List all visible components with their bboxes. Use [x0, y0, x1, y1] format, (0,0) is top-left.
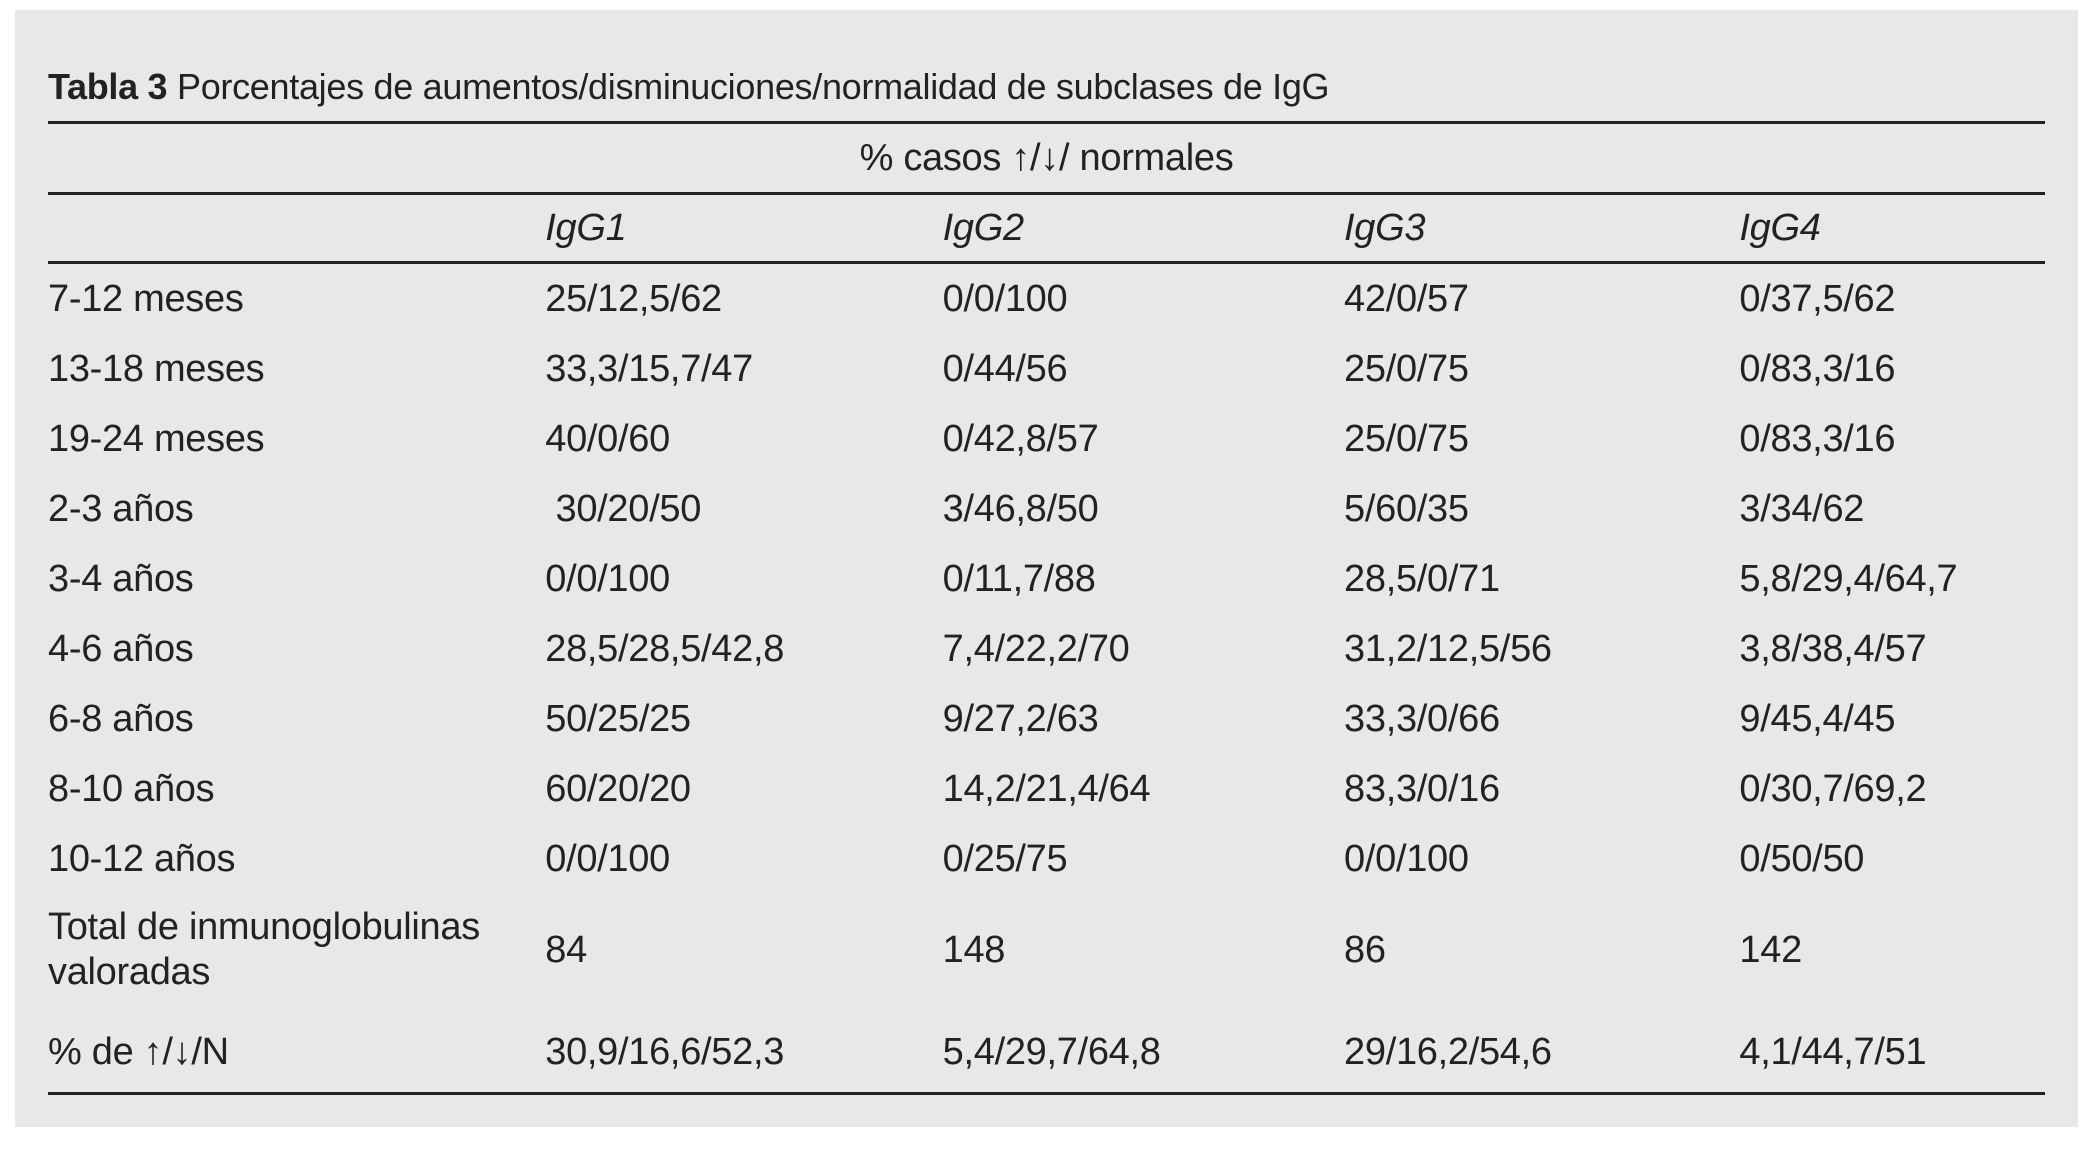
row-label: % de ↑/↓/N — [48, 1030, 229, 1073]
table-row: 6-8 años 50/25/25 9/27,2/63 33,3/0/66 9/… — [48, 684, 2045, 754]
cell-igg3: 0/0/100 — [1344, 837, 1469, 880]
cell-igg4: 0/30,7/69,2 — [1739, 767, 1927, 810]
table-body: 7-12 meses 25/12,5/62 0/0/100 42/0/57 0/… — [48, 263, 2045, 1094]
cell-igg2: 0/0/100 — [942, 277, 1068, 320]
table-row: 7-12 meses 25/12,5/62 0/0/100 42/0/57 0/… — [48, 263, 2045, 335]
row-label: 8-10 años — [48, 767, 215, 810]
cell-igg4: 0/50/50 — [1739, 837, 1865, 880]
cell-igg3: 42/0/57 — [1344, 277, 1469, 320]
row-label: 7-12 meses — [48, 277, 244, 320]
table-row: 10-12 años 0/0/100 0/25/75 0/0/100 0/50/… — [48, 824, 2045, 894]
cell-igg3: 25/0/75 — [1344, 347, 1469, 390]
cell-igg1: 0/0/100 — [545, 557, 670, 600]
column-header-igg2: IgG2 — [942, 193, 1345, 264]
cell-igg1: 30/20/50 — [545, 487, 702, 530]
table-row: % de ↑/↓/N 30,9/16,6/52,3 5,4/29,7/64,8 … — [48, 1006, 2045, 1094]
span-header-row: % casos ↑/↓/ normales — [48, 124, 2045, 195]
table-row: Total de inmunoglobulinas valoradas 84 1… — [48, 894, 2045, 1006]
cell-igg1: 60/20/20 — [545, 767, 691, 810]
table-row: 4-6 años 28,5/28,5/42,8 7,4/22,2/70 31,2… — [48, 614, 2045, 684]
row-label: 13-18 meses — [48, 347, 265, 390]
cell-igg1: 25/12,5/62 — [545, 277, 722, 320]
table-row: 19-24 meses 40/0/60 0/42,8/57 25/0/75 0/… — [48, 404, 2045, 474]
cell-igg3: 29/16,2/54,6 — [1344, 1030, 1552, 1073]
cell-igg3: 31,2/12,5/56 — [1344, 627, 1552, 670]
cell-igg4: 142 — [1739, 928, 1802, 971]
igg-subclasses-table: % casos ↑/↓/ normales IgG1 IgG2 IgG3 IgG… — [48, 124, 2045, 1095]
cell-igg1: 28,5/28,5/42,8 — [545, 627, 785, 670]
row-label: 3-4 años — [48, 557, 194, 600]
cell-igg3: 83,3/0/16 — [1344, 767, 1500, 810]
row-label: 19-24 meses — [48, 417, 265, 460]
cell-igg1: 0/0/100 — [545, 837, 670, 880]
table-title: Tabla 3 Porcentajes de aumentos/disminuc… — [48, 10, 2045, 124]
cell-igg2: 0/44/56 — [942, 347, 1068, 390]
cell-igg4: 0/83,3/16 — [1739, 347, 1896, 390]
cell-igg4: 4,1/44,7/51 — [1739, 1030, 1927, 1073]
cell-igg3: 86 — [1344, 928, 1386, 971]
row-label: 6-8 años — [48, 697, 194, 740]
table-row: 13-18 meses 33,3/15,7/47 0/44/56 25/0/75… — [48, 334, 2045, 404]
cell-igg3: 5/60/35 — [1344, 487, 1469, 530]
column-header-igg4: IgG4 — [1739, 193, 2045, 264]
column-header-row: IgG1 IgG2 IgG3 IgG4 — [48, 193, 2045, 264]
cell-igg1: 30,9/16,6/52,3 — [545, 1030, 785, 1073]
cell-igg3: 33,3/0/66 — [1344, 697, 1500, 740]
cell-igg2: 3/46,8/50 — [942, 487, 1099, 530]
cell-igg3: 25/0/75 — [1344, 417, 1469, 460]
cell-igg4: 3/34/62 — [1739, 487, 1865, 530]
table-row: 8-10 años 60/20/20 14,2/21,4/64 83,3/0/1… — [48, 754, 2045, 824]
cell-igg2: 0/42,8/57 — [942, 417, 1099, 460]
table-row: 3-4 años 0/0/100 0/11,7/88 28,5/0/71 5,8… — [48, 544, 2045, 614]
cell-igg2: 148 — [942, 928, 1006, 971]
cell-igg3: 28,5/0/71 — [1344, 557, 1500, 600]
cell-igg4: 3,8/38,4/57 — [1739, 627, 1927, 670]
cell-igg1: 33,3/15,7/47 — [545, 347, 753, 390]
column-header-igg3: IgG3 — [1344, 193, 1740, 264]
row-label: 2-3 años — [48, 487, 194, 530]
cell-igg2: 9/27,2/63 — [942, 697, 1099, 740]
cell-igg2: 5,4/29,7/64,8 — [942, 1030, 1161, 1073]
cell-igg2: 0/11,7/88 — [942, 557, 1096, 600]
table-title-number: Tabla 3 — [48, 66, 168, 107]
row-label: 10-12 años — [48, 837, 236, 880]
row-label: 4-6 años — [48, 627, 194, 670]
cell-igg1: 84 — [545, 928, 587, 971]
cell-igg4: 9/45,4/45 — [1739, 697, 1896, 740]
cell-igg2: 14,2/21,4/64 — [942, 767, 1151, 810]
cell-igg4: 0/83,3/16 — [1739, 417, 1896, 460]
cell-igg2: 7,4/22,2/70 — [942, 627, 1130, 670]
column-header-igg1: IgG1 — [545, 193, 943, 264]
span-header-label: % casos ↑/↓/ normales — [48, 124, 2045, 195]
cell-igg2: 0/25/75 — [942, 837, 1068, 880]
table-title-text: Porcentajes de aumentos/disminuciones/no… — [167, 66, 1330, 107]
cell-igg4: 5,8/29,4/64,7 — [1739, 557, 1958, 600]
cell-igg4: 0/37,5/62 — [1739, 277, 1896, 320]
cell-igg1: 40/0/60 — [545, 417, 670, 460]
cell-igg1: 50/25/25 — [545, 697, 691, 740]
table-panel: Tabla 3 Porcentajes de aumentos/disminuc… — [15, 10, 2078, 1127]
row-label: Total de inmunoglobulinas valoradas — [48, 906, 480, 993]
column-header-empty — [48, 193, 546, 264]
table-row: 2-3 años 30/20/50 3/46,8/50 5/60/35 3/34… — [48, 474, 2045, 544]
